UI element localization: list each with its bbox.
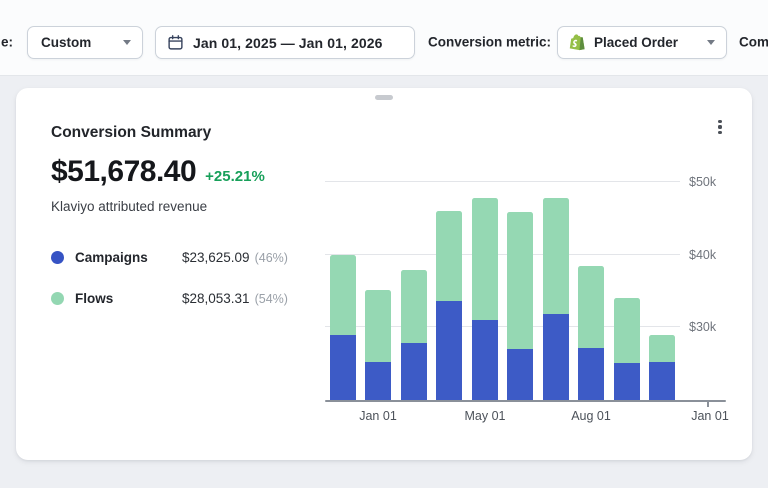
campaigns-segment[interactable] xyxy=(542,314,569,400)
date-range-picker[interactable]: Jan 01, 2025 — Jan 01, 2026 xyxy=(155,26,415,59)
legend-value: $28,053.31 xyxy=(182,291,250,306)
flows-segment[interactable] xyxy=(471,198,498,321)
flows-segment[interactable] xyxy=(542,198,569,315)
stacked-bar-5[interactable] xyxy=(507,212,534,400)
total-revenue-row: $51,678.40 +25.21% xyxy=(51,155,333,189)
legend-percent: (54%) xyxy=(254,291,288,306)
summary-panel: Conversion Summary $51,678.40 +25.21% Kl… xyxy=(51,124,333,332)
stacked-bar-8[interactable] xyxy=(613,298,640,400)
chart-plot xyxy=(325,175,680,400)
date-preset-dropdown[interactable]: Custom xyxy=(27,26,143,59)
campaigns-segment[interactable] xyxy=(330,335,356,400)
x-axis-label: Jan 01 xyxy=(691,409,729,423)
flows-dot xyxy=(51,292,64,305)
stacked-bar-0[interactable] xyxy=(330,254,356,400)
y-axis-label: $40k xyxy=(689,247,717,262)
stacked-bar-4[interactable] xyxy=(471,198,498,400)
campaigns-segment[interactable] xyxy=(365,362,392,400)
flows-segment[interactable] xyxy=(648,335,675,362)
chart-legend: Campaigns $23,625.09 (46%) Flows $28,053… xyxy=(51,250,333,306)
legend-percent: (46%) xyxy=(254,250,288,265)
x-axis-label: May 01 xyxy=(464,409,506,423)
stacked-bar-3[interactable] xyxy=(436,211,463,400)
card-title: Conversion Summary xyxy=(51,124,212,141)
total-revenue-value: $51,678.40 xyxy=(51,155,197,188)
flows-segment[interactable] xyxy=(613,298,640,363)
conversion-metric-label: Conversion metric: xyxy=(428,34,552,50)
legend-value: $23,625.09 xyxy=(182,250,250,265)
chevron-down-icon xyxy=(707,40,715,45)
stacked-bar-1[interactable] xyxy=(365,289,392,400)
x-axis-label: Aug 01 xyxy=(571,409,611,423)
drag-handle[interactable] xyxy=(375,95,393,100)
campaigns-segment[interactable] xyxy=(507,349,534,400)
campaigns-segment[interactable] xyxy=(436,300,463,400)
campaigns-dot xyxy=(51,251,64,264)
legend-label: Campaigns xyxy=(75,250,148,265)
flows-segment[interactable] xyxy=(507,212,534,350)
compare-label-fragment: Com xyxy=(739,34,768,50)
gridline xyxy=(325,181,680,183)
campaigns-segment[interactable] xyxy=(648,361,675,400)
stacked-bar-7[interactable] xyxy=(578,266,605,400)
stacked-bar-2[interactable] xyxy=(400,270,427,400)
legend-label: Flows xyxy=(75,291,114,306)
chart-y-labels: $30k $40k $50k xyxy=(684,175,726,400)
revenue-chart: $30k $40k $50k Jan 01 May 01 Aug 01 Jan 01 xyxy=(325,175,729,423)
shopify-icon xyxy=(567,33,586,52)
date-preset-value: Custom xyxy=(41,35,92,50)
flows-segment[interactable] xyxy=(330,254,356,336)
date-range-value: Jan 01, 2025 — Jan 01, 2026 xyxy=(193,34,383,51)
flows-segment[interactable] xyxy=(365,289,392,363)
calendar-icon xyxy=(167,34,184,51)
conversion-metric-value: Placed Order xyxy=(594,35,679,50)
conversion-summary-card: Conversion Summary $51,678.40 +25.21% Kl… xyxy=(16,88,752,460)
flows-segment[interactable] xyxy=(436,211,463,301)
flows-segment[interactable] xyxy=(578,266,605,349)
campaigns-segment[interactable] xyxy=(471,320,498,400)
legend-item-campaigns: Campaigns $23,625.09 (46%) xyxy=(51,250,333,265)
chevron-down-icon xyxy=(123,40,131,45)
revenue-delta-badge: +25.21% xyxy=(205,168,265,185)
gridline xyxy=(325,253,680,255)
date-range-label-fragment: e: xyxy=(1,34,14,50)
chart-x-axis xyxy=(325,400,726,402)
y-axis-label: $50k xyxy=(689,175,717,190)
x-axis-label: Jan 01 xyxy=(359,409,397,423)
card-subtitle: Klaviyo attributed revenue xyxy=(51,199,208,214)
chart-x-axis-tick xyxy=(707,402,709,407)
kebab-menu-button[interactable] xyxy=(711,116,729,138)
y-axis-label: $30k xyxy=(689,320,717,335)
campaigns-segment[interactable] xyxy=(578,348,605,400)
legend-item-flows: Flows $28,053.31 (54%) xyxy=(51,291,333,306)
campaigns-segment[interactable] xyxy=(613,362,640,400)
campaigns-segment[interactable] xyxy=(400,343,427,400)
flows-segment[interactable] xyxy=(400,270,427,344)
stacked-bar-6[interactable] xyxy=(542,198,569,400)
chart-bars xyxy=(325,175,680,400)
stacked-bar-9[interactable] xyxy=(648,335,675,400)
filter-toolbar: e: Custom Jan 01, 2025 — Jan 01, 2026 Co… xyxy=(0,0,768,76)
gridline xyxy=(325,326,680,328)
conversion-metric-dropdown[interactable]: Placed Order xyxy=(557,26,727,59)
